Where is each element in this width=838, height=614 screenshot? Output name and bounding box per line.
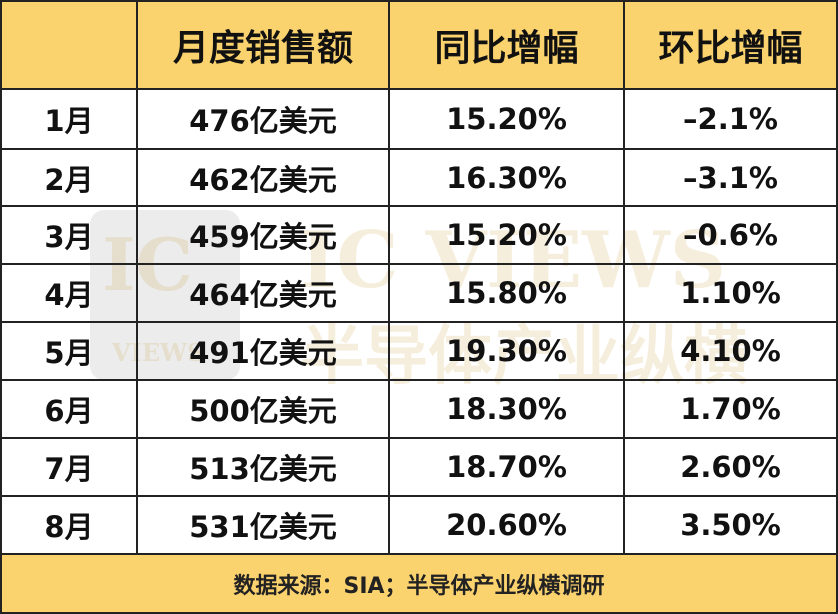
table-cell: 531亿美元 [138,497,390,555]
row-label: 3月 [0,207,138,265]
table-cell: 15.20% [390,90,625,150]
row-label: 2月 [0,150,138,207]
table-cell: –2.1% [625,90,838,150]
table-cell: 476亿美元 [138,90,390,150]
table-cell: –0.6% [625,207,838,265]
table-cell: –3.1% [625,150,838,207]
header-cell: 同比增幅 [390,0,625,90]
footer-note: 数据来源：SIA；半导体产业纵横调研 [0,555,838,614]
table-cell: 462亿美元 [138,150,390,207]
table-cell: 18.70% [390,439,625,497]
table-cell: 18.30% [390,381,625,439]
table-cell: 3.50% [625,497,838,555]
table-cell: 1.10% [625,265,838,323]
table-cell: 15.80% [390,265,625,323]
table-cell: 19.30% [390,323,625,381]
table-cell: 16.30% [390,150,625,207]
row-label: 6月 [0,381,138,439]
header-cell: 环比增幅 [625,0,838,90]
table-cell: 20.60% [390,497,625,555]
header-cell: 月度销售额 [138,0,390,90]
table-cell: 15.20% [390,207,625,265]
table-cell: 500亿美元 [138,381,390,439]
table-cell: 513亿美元 [138,439,390,497]
table-cell: 1.70% [625,381,838,439]
row-label: 4月 [0,265,138,323]
table-cell: 2.60% [625,439,838,497]
row-label: 7月 [0,439,138,497]
row-label: 1月 [0,90,138,150]
table-cell: 4.10% [625,323,838,381]
table-cell: 491亿美元 [138,323,390,381]
table-cell: 464亿美元 [138,265,390,323]
table-cell: 459亿美元 [138,207,390,265]
row-label: 8月 [0,497,138,555]
header-corner [0,0,138,90]
row-label: 5月 [0,323,138,381]
